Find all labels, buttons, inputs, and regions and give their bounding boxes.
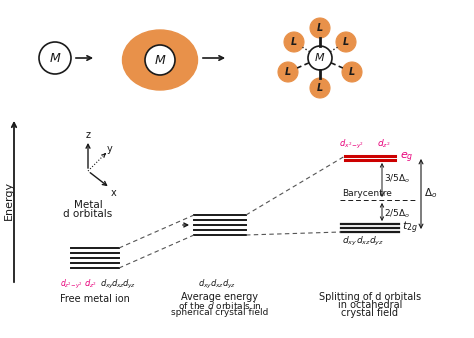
Text: z: z bbox=[85, 130, 91, 140]
Text: in octahedral: in octahedral bbox=[338, 300, 402, 310]
Text: $d_{z^2}$: $d_{z^2}$ bbox=[377, 138, 391, 150]
Text: $\Delta_o$: $\Delta_o$ bbox=[424, 186, 438, 200]
Text: Energy: Energy bbox=[4, 180, 14, 220]
Text: $d_{xy}$: $d_{xy}$ bbox=[100, 278, 114, 291]
Text: spherical crystal field: spherical crystal field bbox=[171, 308, 269, 317]
Text: $d_{x^2\!-\!y^2}$: $d_{x^2\!-\!y^2}$ bbox=[339, 138, 365, 150]
Circle shape bbox=[145, 45, 175, 75]
Text: L: L bbox=[317, 23, 323, 33]
Text: $d_{xy}$: $d_{xy}$ bbox=[342, 235, 358, 247]
Text: Splitting of d orbitals: Splitting of d orbitals bbox=[319, 292, 421, 302]
Text: $d_{z^2}$: $d_{z^2}$ bbox=[83, 278, 96, 290]
Circle shape bbox=[39, 42, 71, 74]
Text: Barycentre: Barycentre bbox=[342, 190, 392, 198]
Text: $d_{xy}$: $d_{xy}$ bbox=[198, 278, 212, 291]
Text: $d_{z^2\!-\!y^2}$: $d_{z^2\!-\!y^2}$ bbox=[60, 278, 82, 291]
Text: y: y bbox=[107, 144, 113, 154]
Ellipse shape bbox=[122, 30, 198, 90]
Text: $3/5\Delta_o$: $3/5\Delta_o$ bbox=[384, 173, 410, 185]
Text: L: L bbox=[285, 67, 291, 77]
Circle shape bbox=[310, 18, 330, 38]
Circle shape bbox=[336, 32, 356, 52]
Text: L: L bbox=[291, 37, 297, 47]
Text: $d_{xz}$: $d_{xz}$ bbox=[356, 235, 371, 247]
Text: crystal field: crystal field bbox=[341, 308, 399, 318]
Text: $d_{yz}$: $d_{yz}$ bbox=[369, 235, 383, 247]
Text: $d_{yz}$: $d_{yz}$ bbox=[222, 278, 236, 291]
Circle shape bbox=[310, 78, 330, 98]
Text: $d_{yz}$: $d_{yz}$ bbox=[122, 278, 136, 291]
Text: Metal: Metal bbox=[73, 200, 102, 210]
Circle shape bbox=[284, 32, 304, 52]
Text: $e_g$: $e_g$ bbox=[400, 151, 413, 165]
Text: of the $d$ orbitals in: of the $d$ orbitals in bbox=[178, 300, 262, 311]
Text: Average energy: Average energy bbox=[182, 292, 258, 302]
Text: $d_{xz}$: $d_{xz}$ bbox=[111, 278, 125, 290]
Text: Free metal ion: Free metal ion bbox=[60, 294, 130, 304]
Circle shape bbox=[278, 62, 298, 82]
Text: d orbitals: d orbitals bbox=[64, 209, 113, 219]
Text: L: L bbox=[349, 67, 355, 77]
Text: L: L bbox=[317, 83, 323, 93]
Text: L: L bbox=[343, 37, 349, 47]
Text: $d_{xz}$: $d_{xz}$ bbox=[210, 278, 224, 290]
Text: x: x bbox=[111, 188, 117, 198]
Text: M: M bbox=[315, 53, 325, 63]
Text: $2/5\Delta_o$: $2/5\Delta_o$ bbox=[384, 208, 410, 220]
Text: M: M bbox=[50, 51, 60, 65]
Circle shape bbox=[308, 46, 332, 70]
Circle shape bbox=[342, 62, 362, 82]
Text: $t_{2g}$: $t_{2g}$ bbox=[402, 220, 418, 236]
Text: M: M bbox=[155, 53, 165, 67]
